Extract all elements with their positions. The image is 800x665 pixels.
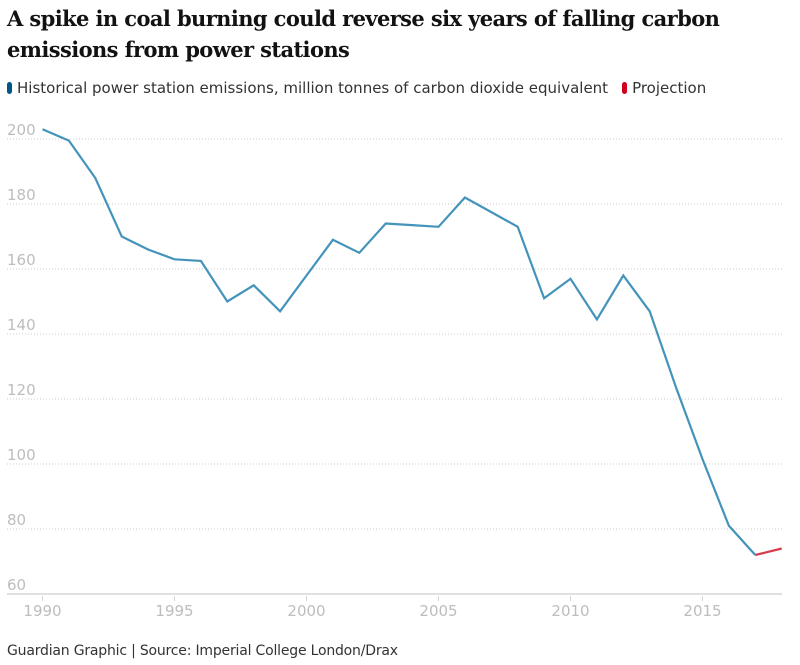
- legend-swatch-projection: [622, 82, 628, 94]
- x-tick-label-1990: 1990: [23, 602, 61, 620]
- legend-swatch-historical: [7, 82, 12, 94]
- x-tick-label-2015: 2015: [683, 602, 721, 620]
- y-tick-label-140: 140: [7, 316, 36, 334]
- series-line-projection: [755, 547, 782, 557]
- legend-label-historical: Historical power station emissions, mill…: [17, 79, 609, 97]
- legend-label-projection: Projection: [632, 79, 707, 97]
- x-tick-label-1995: 1995: [155, 602, 193, 620]
- y-tick-label-80: 80: [7, 511, 26, 529]
- x-tick-label-2010: 2010: [551, 602, 589, 620]
- x-tick-label-2005: 2005: [419, 602, 457, 620]
- x-tick-label-2000: 2000: [287, 602, 325, 620]
- y-tick-label-60: 60: [7, 576, 26, 594]
- y-tick-label-100: 100: [7, 446, 36, 464]
- source-footer: Guardian Graphic | Source: Imperial Coll…: [7, 643, 398, 659]
- series-line-historical: [42, 128, 757, 556]
- chart-title: A spike in coal burning could reverse si…: [7, 6, 720, 62]
- legend-item-historical: Historical power station emissions, mill…: [7, 79, 608, 97]
- y-tick-label-160: 160: [7, 251, 36, 269]
- y-tick-label-180: 180: [7, 186, 36, 204]
- legend-item-projection: Projection: [622, 79, 706, 97]
- legend: Historical power station emissions, mill…: [7, 79, 720, 97]
- y-tick-label-200: 200: [7, 121, 36, 139]
- y-tick-label-120: 120: [7, 381, 36, 399]
